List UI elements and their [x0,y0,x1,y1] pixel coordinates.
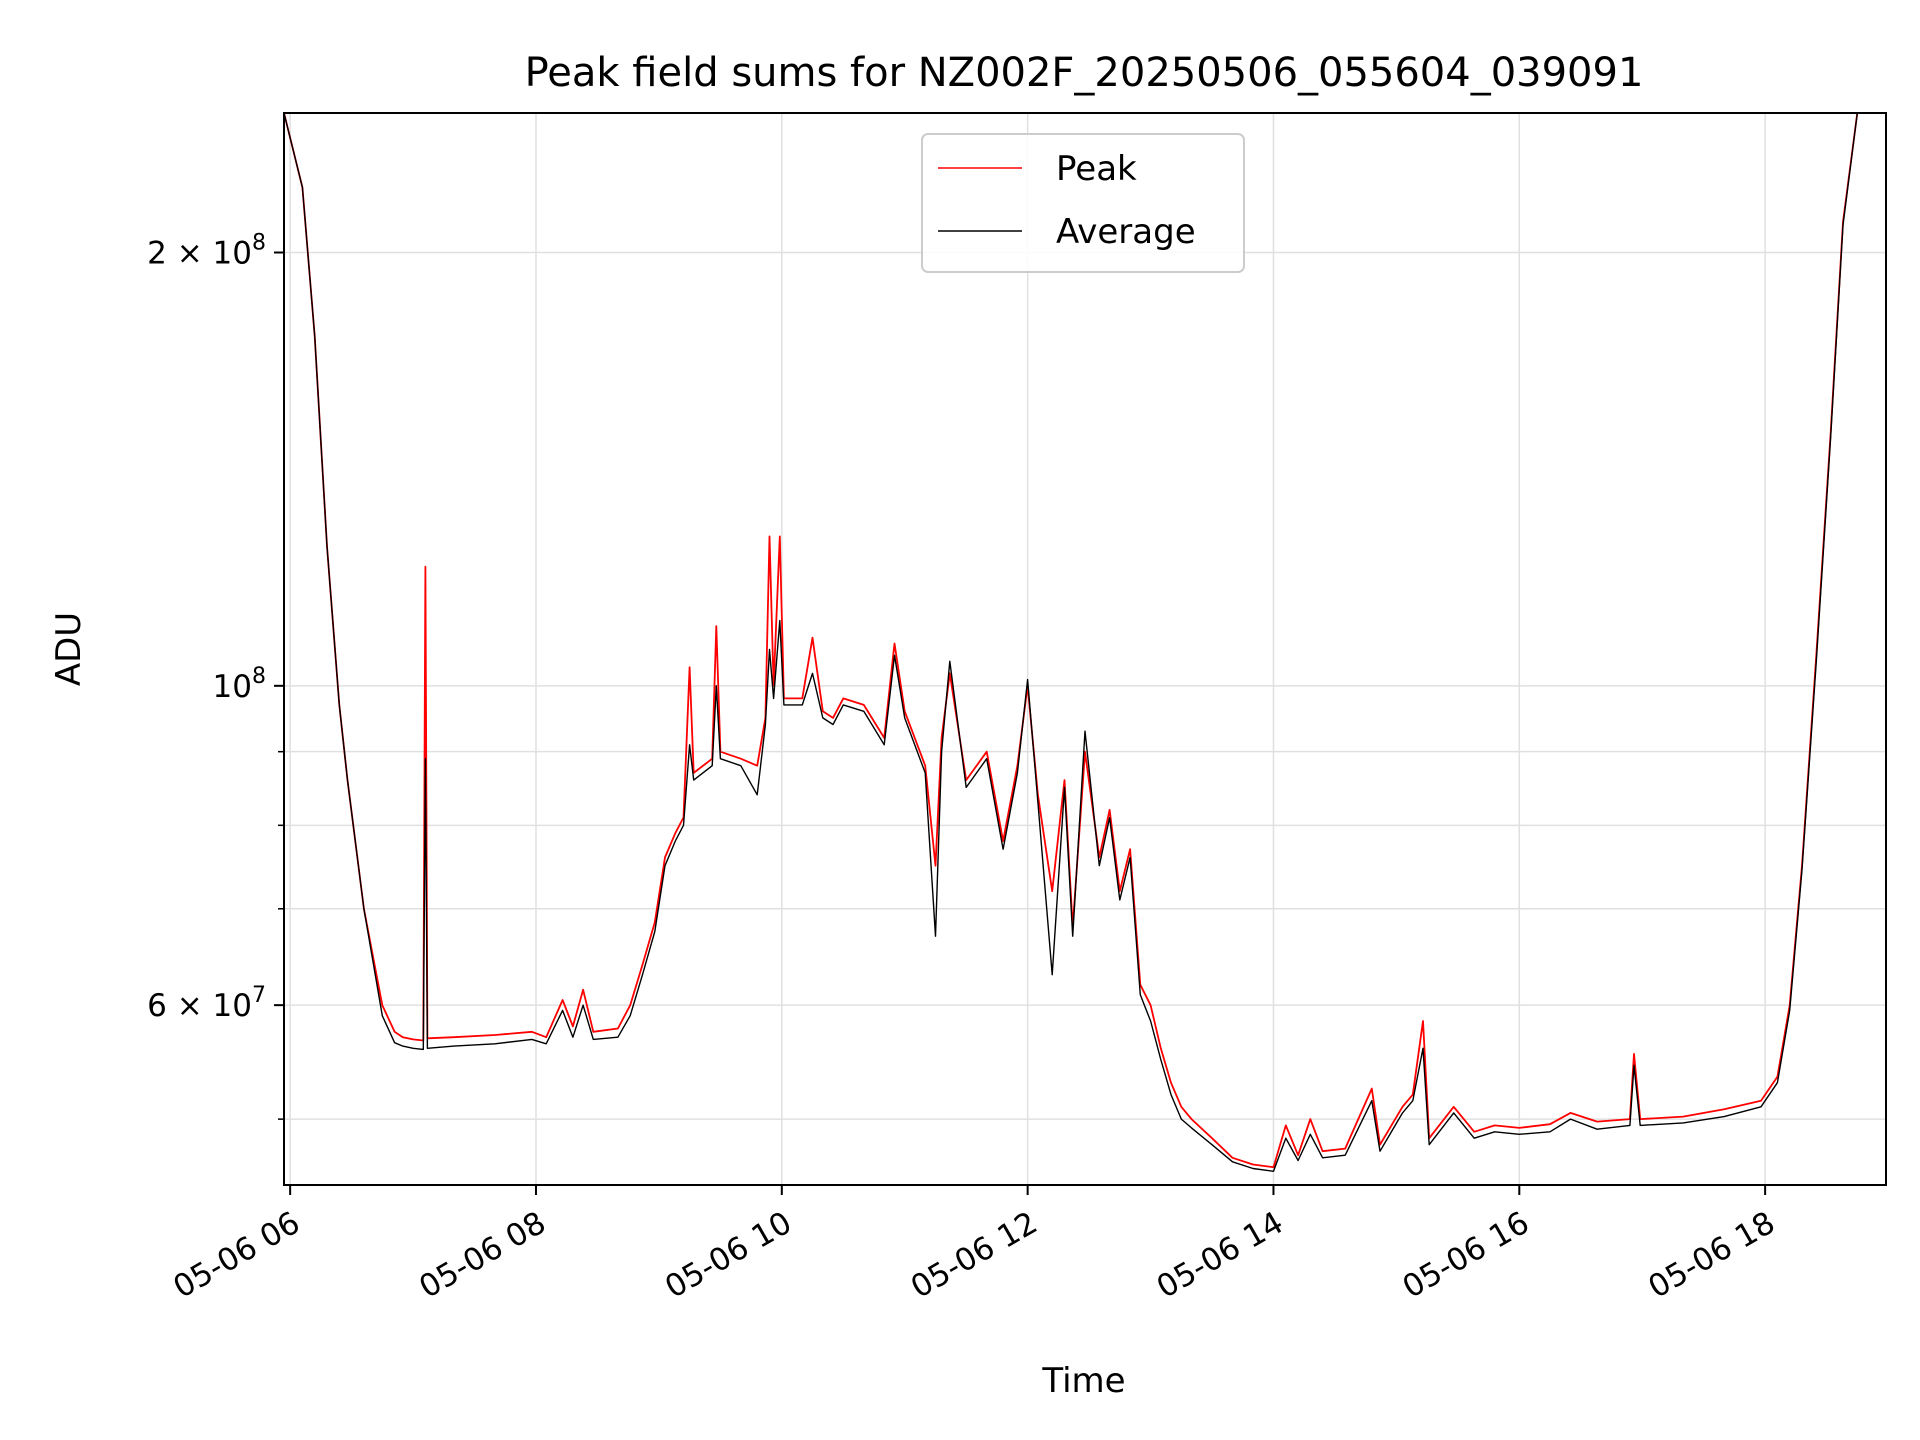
series-line-peak [283,112,1886,1169]
x-axis-label: Time [1041,1361,1125,1401]
y-tick-label: 2 × 108 [147,230,266,271]
plot-frame [283,112,1887,1186]
y-tick-exponent: 7 [252,983,266,1008]
y-tick-exponent: 8 [252,230,266,255]
y-axis-label: ADU [49,612,89,686]
y-tick-exponent: 8 [252,664,266,689]
y-tick-base: 6 × 10 [147,988,252,1024]
series-line-average [283,112,1886,1173]
chart-title: Peak field sums for NZ002F_20250506_0556… [525,50,1644,96]
y-tick-label: 108 [213,664,266,705]
y-tick-base: 2 × 10 [147,235,252,271]
series-lines [283,112,1886,1173]
y-tick-label: 6 × 107 [147,983,266,1024]
legend-label-average: Average [1056,212,1196,252]
y-tick-base: 10 [213,669,252,705]
legend: Peak Average [921,133,1245,273]
legend-label-peak: Peak [1056,149,1137,189]
